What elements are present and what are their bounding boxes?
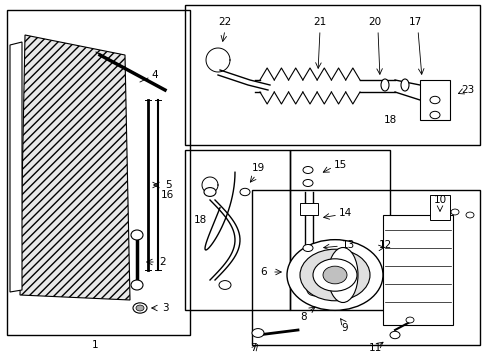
Text: 14: 14 [338, 208, 351, 218]
Circle shape [312, 259, 356, 291]
Circle shape [299, 249, 369, 301]
Ellipse shape [303, 180, 312, 186]
Circle shape [450, 209, 458, 215]
Bar [184, 150, 289, 310]
Ellipse shape [303, 166, 312, 174]
Bar [299, 203, 317, 215]
Bar [429, 195, 449, 220]
Text: 21: 21 [313, 17, 326, 27]
Text: 10: 10 [432, 195, 446, 205]
Text: 13: 13 [341, 240, 354, 250]
Ellipse shape [131, 280, 142, 290]
Bar [251, 190, 479, 345]
Text: 18: 18 [383, 115, 396, 125]
Polygon shape [10, 42, 22, 292]
Text: 22: 22 [218, 17, 231, 27]
Bar [7, 10, 190, 335]
Text: 17: 17 [407, 17, 421, 27]
Text: 19: 19 [251, 163, 264, 173]
Bar [289, 150, 389, 310]
Circle shape [306, 284, 323, 296]
Text: 11: 11 [367, 343, 381, 353]
Bar [382, 215, 452, 325]
Circle shape [133, 303, 147, 313]
Text: 9: 9 [341, 323, 347, 333]
Ellipse shape [380, 79, 388, 91]
Polygon shape [20, 35, 130, 300]
Circle shape [389, 331, 399, 339]
Text: 4: 4 [151, 70, 158, 80]
Circle shape [136, 305, 143, 311]
Ellipse shape [400, 79, 408, 91]
Text: 5: 5 [164, 180, 171, 190]
Text: 18: 18 [193, 215, 206, 225]
Circle shape [465, 212, 473, 218]
Text: 3: 3 [162, 303, 168, 313]
Text: 1: 1 [92, 340, 98, 350]
Circle shape [429, 111, 439, 119]
Text: 7: 7 [249, 343, 256, 353]
Text: 6: 6 [260, 267, 267, 277]
Ellipse shape [303, 244, 312, 252]
Circle shape [286, 240, 382, 310]
Text: 15: 15 [333, 160, 346, 170]
Circle shape [323, 266, 346, 284]
Ellipse shape [131, 230, 142, 240]
Text: 20: 20 [367, 17, 381, 27]
Ellipse shape [327, 248, 357, 302]
Circle shape [219, 280, 230, 289]
Text: 8: 8 [300, 312, 306, 322]
Circle shape [405, 317, 413, 323]
Circle shape [429, 96, 439, 104]
Bar [184, 5, 479, 145]
Circle shape [251, 329, 264, 337]
Text: 12: 12 [378, 240, 391, 250]
Text: 23: 23 [461, 85, 474, 95]
Text: 2: 2 [160, 257, 166, 267]
Circle shape [203, 188, 216, 197]
Text: 16: 16 [160, 190, 173, 200]
Circle shape [240, 188, 249, 196]
Bar [419, 80, 449, 120]
